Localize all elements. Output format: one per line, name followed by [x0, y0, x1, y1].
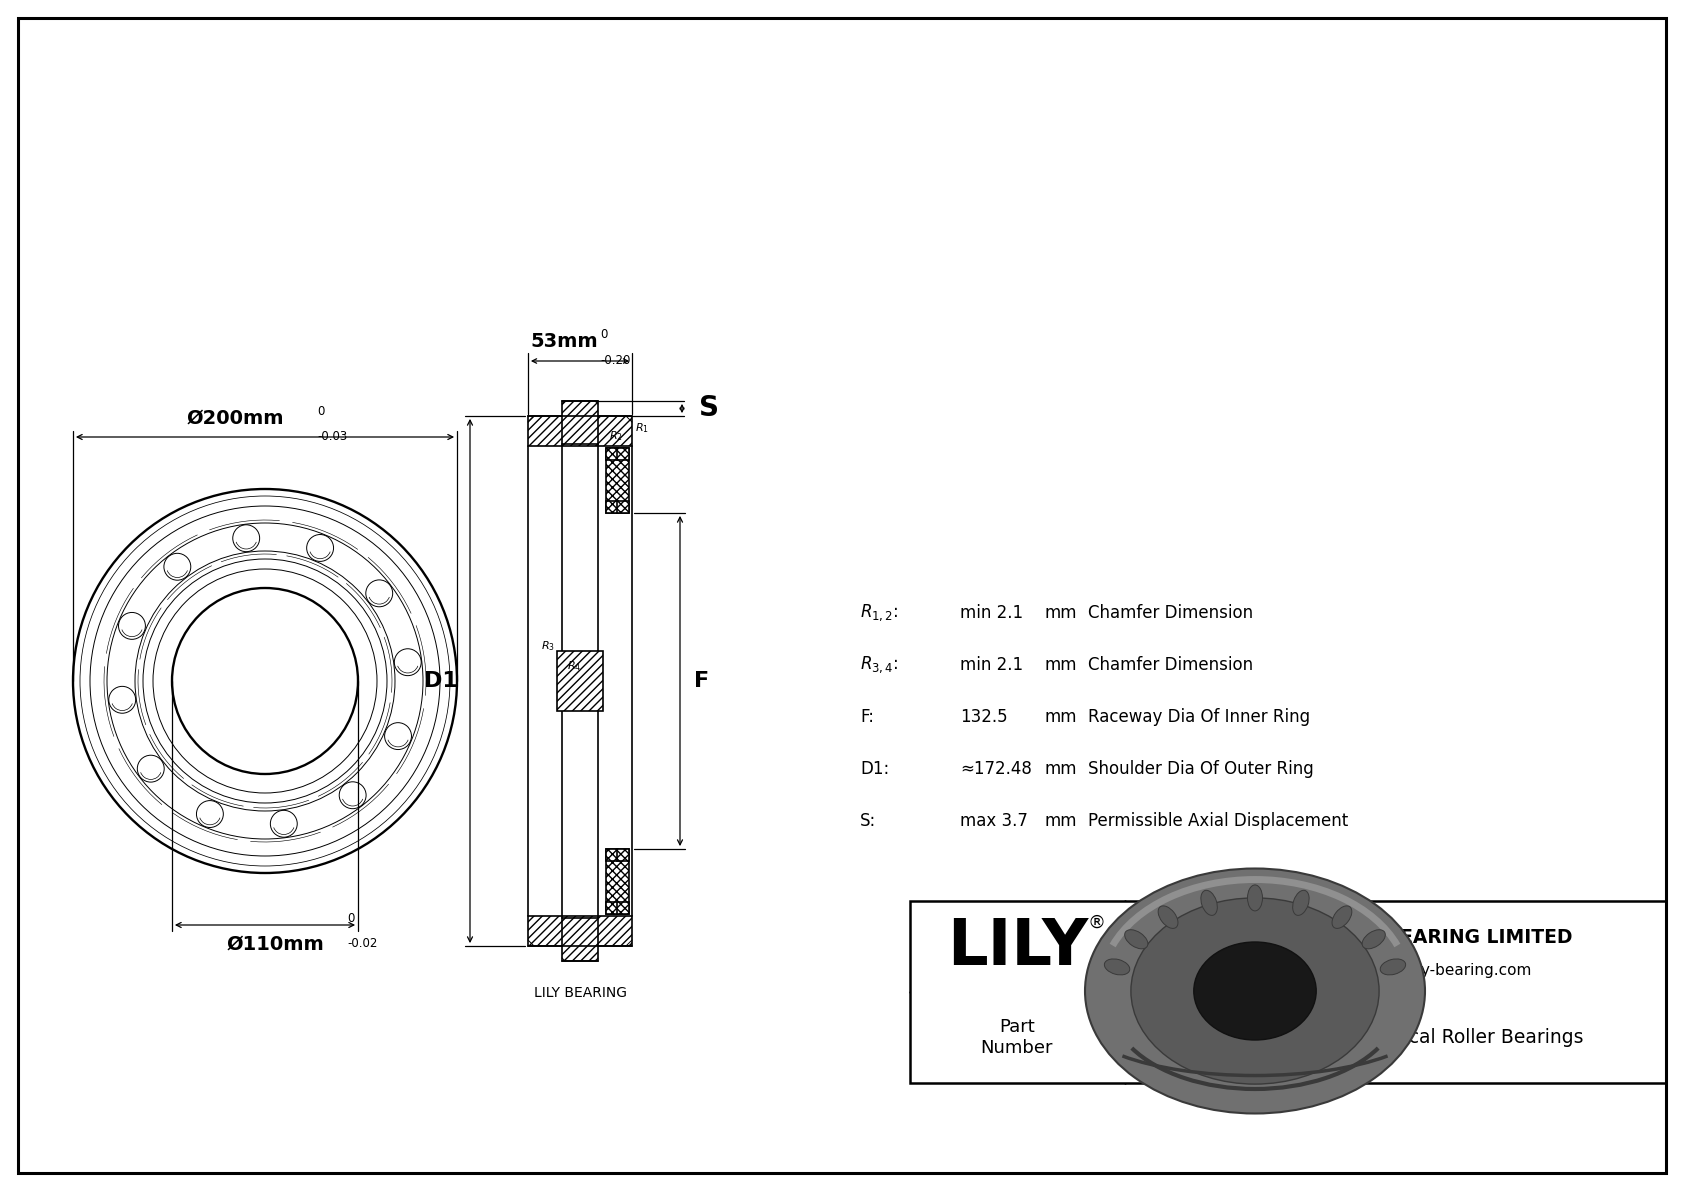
Text: $R_3$: $R_3$ — [541, 640, 556, 653]
Bar — [606, 849, 630, 913]
Bar — [616, 849, 630, 861]
Ellipse shape — [1194, 942, 1317, 1040]
Bar — [616, 902, 630, 913]
Ellipse shape — [1159, 906, 1179, 929]
Text: ≈172.48: ≈172.48 — [960, 760, 1032, 778]
Bar — [562, 918, 598, 961]
Text: 0: 0 — [317, 405, 325, 418]
Bar — [616, 501, 630, 513]
Text: mm: mm — [1046, 760, 1078, 778]
Text: -0.02: -0.02 — [347, 937, 377, 950]
Ellipse shape — [1105, 959, 1130, 975]
Text: Chamfer Dimension: Chamfer Dimension — [1088, 604, 1253, 622]
Text: max 3.7: max 3.7 — [960, 812, 1027, 830]
Text: Ø110mm: Ø110mm — [226, 935, 323, 954]
Text: D1: D1 — [424, 671, 458, 691]
Text: S:: S: — [861, 812, 876, 830]
Text: -0.03: -0.03 — [317, 430, 347, 443]
Ellipse shape — [1332, 906, 1352, 929]
Text: 0: 0 — [347, 912, 354, 925]
Text: $R_1$: $R_1$ — [635, 422, 648, 435]
Text: ®: ® — [1088, 913, 1106, 931]
Text: 0: 0 — [600, 328, 608, 341]
Text: 53mm: 53mm — [530, 332, 598, 351]
Text: $R_4$: $R_4$ — [568, 659, 581, 673]
Text: Email: lilybearing@lily-bearing.com: Email: lilybearing@lily-bearing.com — [1260, 962, 1531, 978]
Text: $R_{1,2}$:: $R_{1,2}$: — [861, 603, 899, 623]
Text: S: S — [699, 394, 719, 423]
Text: F: F — [694, 671, 709, 691]
Bar — [529, 916, 632, 946]
Text: F:: F: — [861, 707, 874, 727]
Ellipse shape — [1084, 868, 1425, 1114]
Bar — [606, 448, 618, 460]
Ellipse shape — [1381, 959, 1406, 975]
Text: $R_{3,4}$:: $R_{3,4}$: — [861, 655, 899, 675]
Text: $R_2$: $R_2$ — [610, 429, 623, 443]
Text: NU 2222 ECP Cylindrical Roller Bearings: NU 2222 ECP Cylindrical Roller Bearings — [1207, 1028, 1583, 1047]
Bar — [529, 416, 632, 445]
Text: mm: mm — [1046, 656, 1078, 674]
Ellipse shape — [1201, 891, 1218, 916]
Text: mm: mm — [1046, 812, 1078, 830]
Text: Permissible Axial Displacement: Permissible Axial Displacement — [1088, 812, 1349, 830]
Ellipse shape — [1125, 930, 1148, 949]
Text: Chamfer Dimension: Chamfer Dimension — [1088, 656, 1253, 674]
Bar — [606, 849, 618, 861]
Text: LILY: LILY — [948, 916, 1088, 978]
Text: Part
Number: Part Number — [980, 1018, 1052, 1056]
Text: Shoulder Dia Of Outer Ring: Shoulder Dia Of Outer Ring — [1088, 760, 1314, 778]
Ellipse shape — [1362, 930, 1386, 949]
Text: Ø200mm: Ø200mm — [187, 409, 283, 428]
Text: 132.5: 132.5 — [960, 707, 1007, 727]
Text: LILY BEARING: LILY BEARING — [534, 986, 626, 1000]
Ellipse shape — [1248, 885, 1263, 911]
Text: Raceway Dia Of Inner Ring: Raceway Dia Of Inner Ring — [1088, 707, 1310, 727]
Bar — [909, 902, 1665, 1083]
Bar — [606, 902, 618, 913]
Bar — [562, 401, 598, 444]
Text: -0.20: -0.20 — [600, 354, 630, 367]
Text: mm: mm — [1046, 707, 1078, 727]
Ellipse shape — [1293, 891, 1308, 916]
Ellipse shape — [1132, 898, 1379, 1084]
Text: min 2.1: min 2.1 — [960, 656, 1024, 674]
Text: min 2.1: min 2.1 — [960, 604, 1024, 622]
Bar — [557, 651, 603, 711]
Bar — [606, 501, 618, 513]
Bar — [616, 448, 630, 460]
Text: D1:: D1: — [861, 760, 889, 778]
Text: SHANGHAI LILY BEARING LIMITED: SHANGHAI LILY BEARING LIMITED — [1219, 928, 1573, 947]
Text: mm: mm — [1046, 604, 1078, 622]
Bar — [606, 448, 630, 513]
